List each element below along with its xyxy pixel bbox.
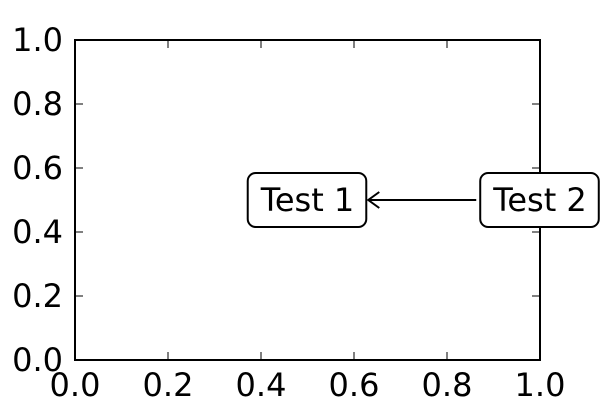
y-ticks: 0.0 0.2 0.4 0.6 0.8 1.0 <box>12 21 540 379</box>
y-tick-label: 0.2 <box>12 277 63 315</box>
annotation-box <box>479 172 600 228</box>
x-tick-label: 1.0 <box>515 366 566 400</box>
annotations-layer: Test 1 Test 2 <box>246 172 600 228</box>
x-tick-label: 0.0 <box>50 366 101 400</box>
annotation-test-1: Test 1 <box>246 172 368 228</box>
annotation-arrow <box>366 191 477 209</box>
y-tick-label: 0.0 <box>12 341 63 379</box>
x-tick-label: 0.2 <box>143 366 194 400</box>
annotation-text: Test 2 <box>492 181 587 219</box>
annotation-test-2: Test 2 <box>479 172 600 228</box>
y-tick-label: 0.8 <box>12 85 63 123</box>
x-tick-label: 0.8 <box>422 366 473 400</box>
y-tick-label: 0.6 <box>12 149 63 187</box>
x-tick-label: 0.4 <box>236 366 287 400</box>
x-ticks: 0.0 0.2 0.4 0.6 0.8 1.0 <box>50 40 566 404</box>
y-tick-label: 1.0 <box>12 21 63 59</box>
annotation-text: Test 1 <box>260 181 355 219</box>
x-tick-label: 0.6 <box>329 366 380 400</box>
arrow-head <box>366 191 380 209</box>
y-tick-label: 0.4 <box>12 213 63 251</box>
annotation-box <box>246 172 368 228</box>
